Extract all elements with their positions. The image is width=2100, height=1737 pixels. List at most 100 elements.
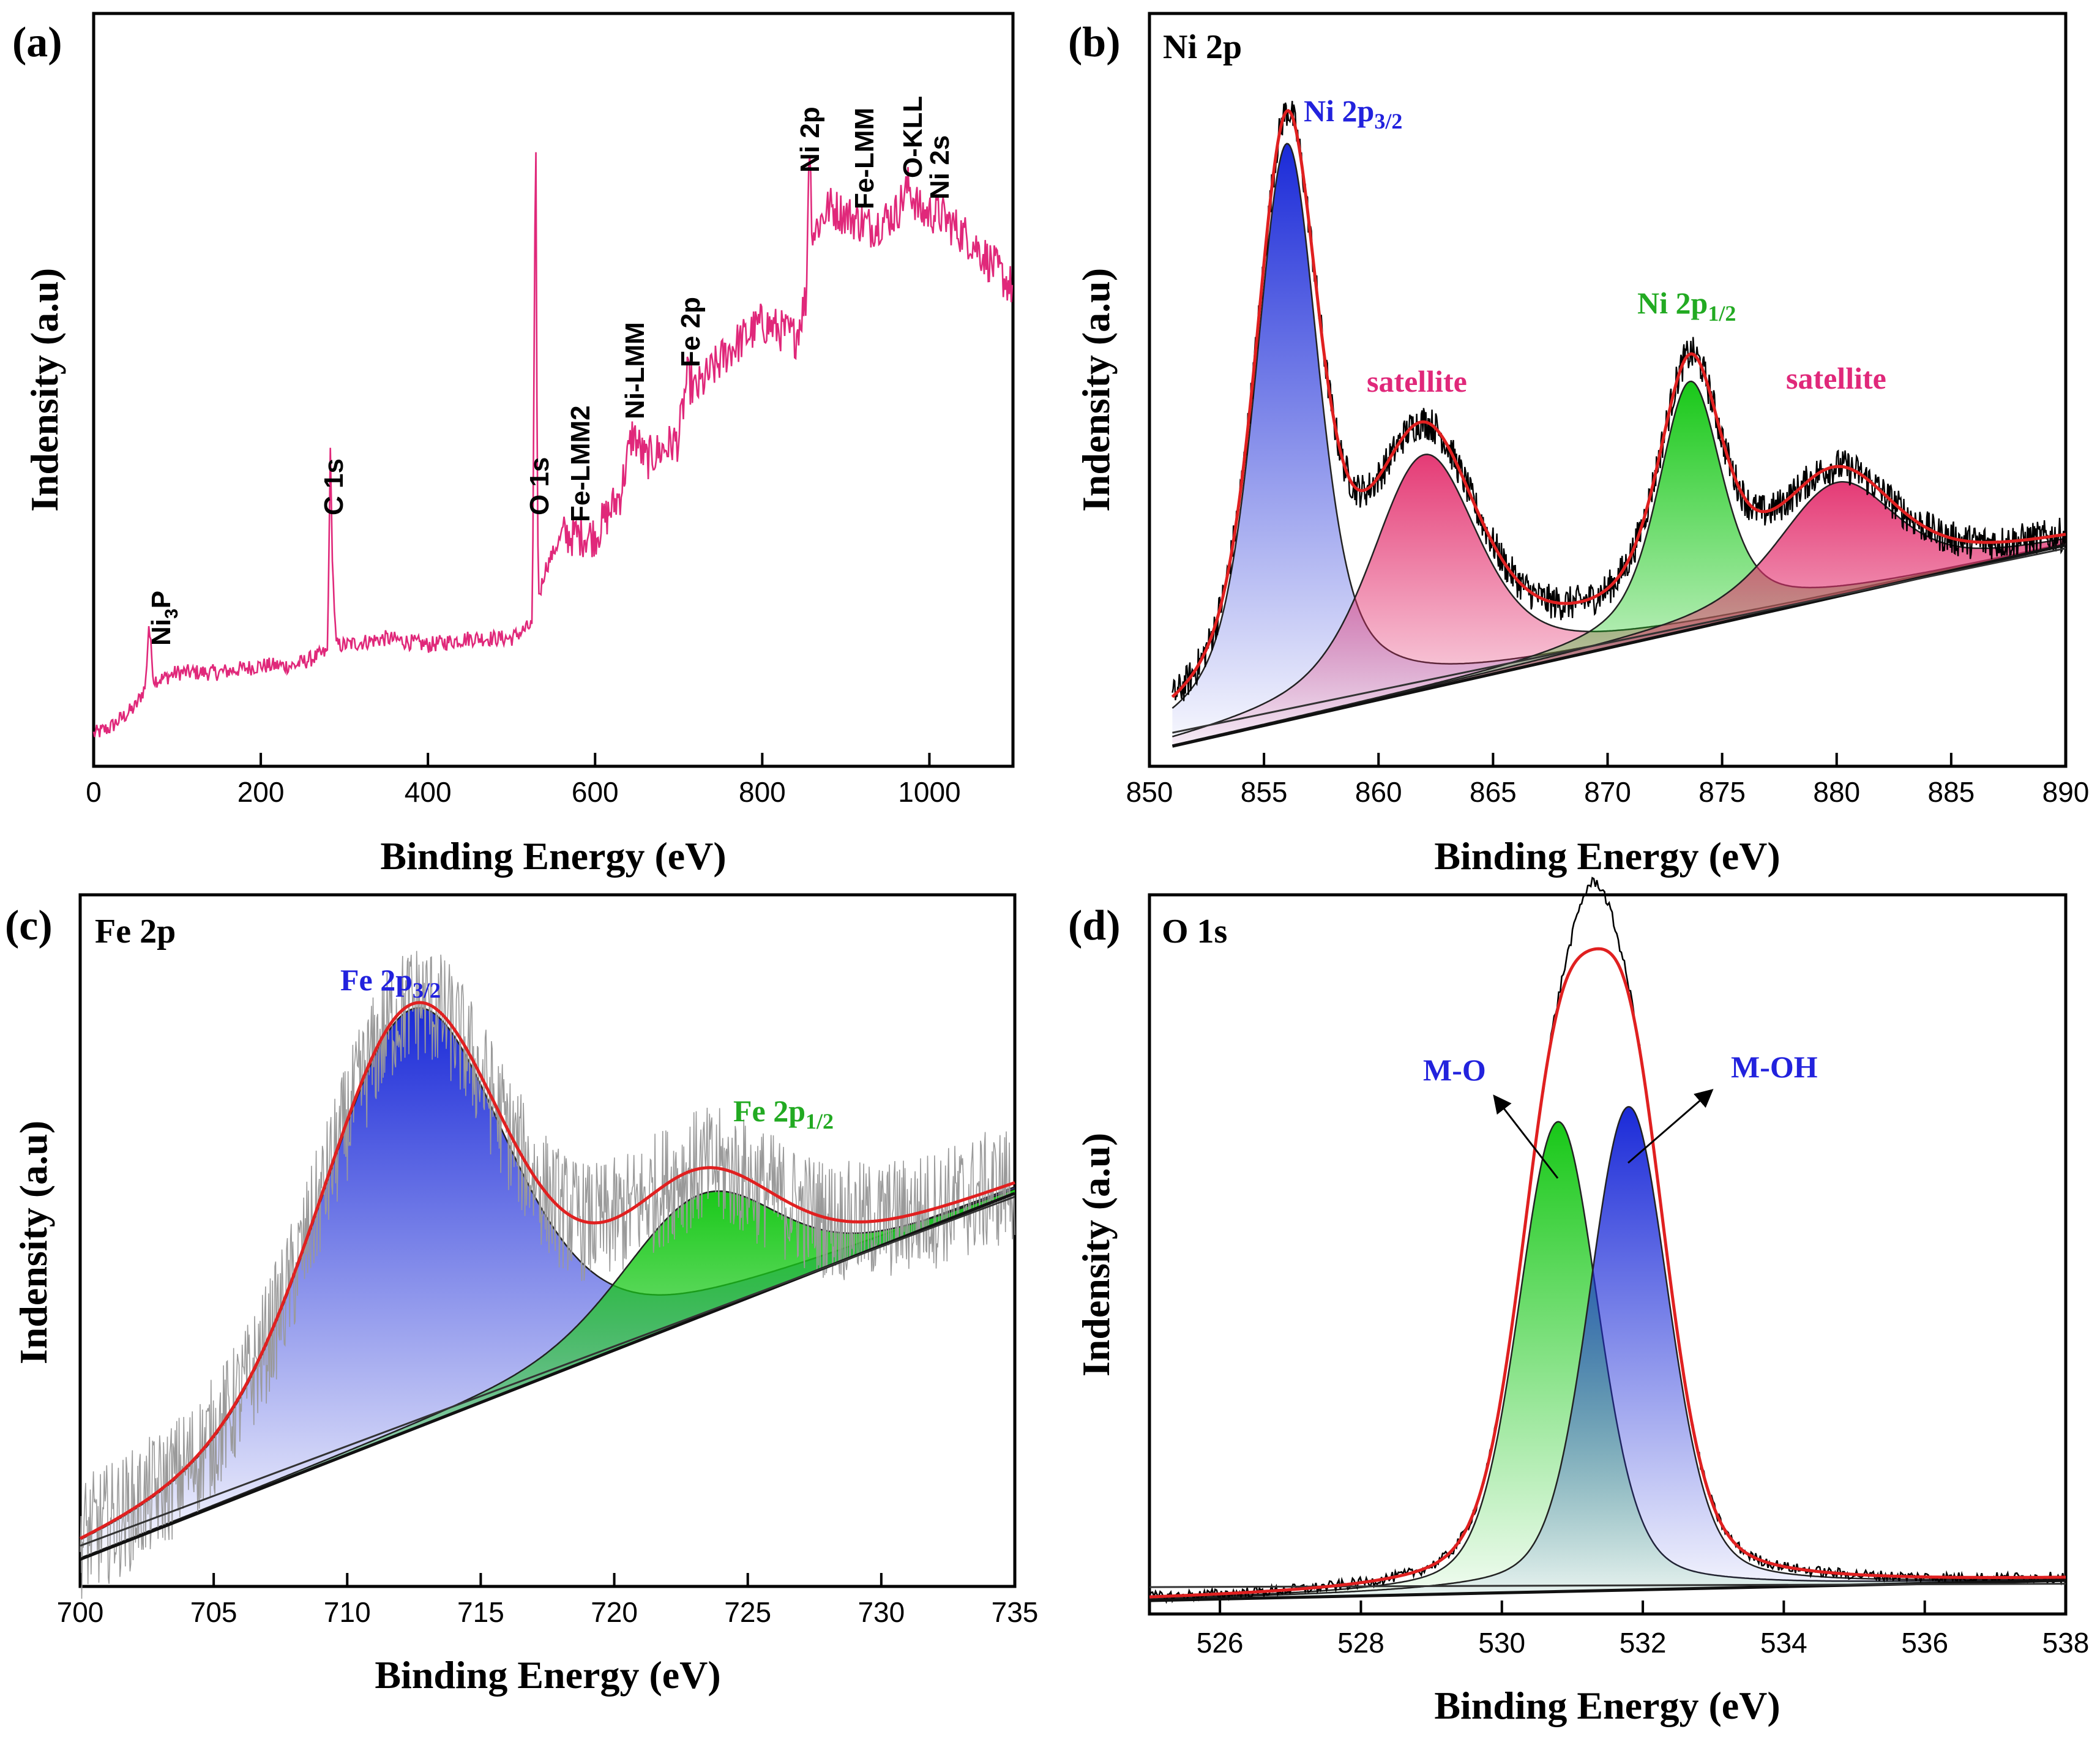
panel-2-tick-label-2: 710: [324, 1596, 371, 1628]
panel-b-ni2p: 850 855 860 865 870 875 880 885 890 (b) Ni 2p Bi…: [1068, 12, 2090, 878]
background-line-2: [80, 1195, 1015, 1547]
panel-a-survey: 0 200 400 600 800 1000 C 1s O 1s Fe-LMM2 Ni-LMM F…: [12, 12, 1015, 878]
annotation-fe2p32-main: Fe 2p: [340, 963, 413, 997]
annotation-fe2p12-main: Fe 2p: [733, 1094, 805, 1128]
component-fill-0: [80, 1007, 1015, 1560]
peak-label-ni-2p: Ni 2p: [795, 106, 825, 173]
panel-1-tick-label-0: 850: [1126, 776, 1173, 808]
panel-0-tick-label-2: 400: [405, 776, 452, 808]
panel-a-frame: [92, 12, 1015, 768]
panel-c-x-ticks: 700 705 710 715 720 725 730 735: [57, 1573, 1039, 1628]
panel-0-tick-label-4: 800: [739, 776, 786, 808]
panel-0-tick-label-3: 600: [572, 776, 619, 808]
annotation-ni2p12-sub: 1/2: [1708, 301, 1736, 326]
panel-0-tick-label-5: 1000: [898, 776, 960, 808]
panel-d-y-axis-title: Indensity (a.u): [1074, 1133, 1118, 1377]
envelope-fit-line: [1171, 109, 2066, 698]
annotation-mo: M-O: [1423, 1053, 1486, 1087]
annotation-fe2p32: Fe 2p3/2: [340, 963, 441, 1003]
panel-3-tick-label-5: 536: [1901, 1627, 1948, 1659]
annotation-ni2p12-main: Ni 2p: [1637, 286, 1708, 320]
panel-b-x-axis-title: Binding Energy (eV): [1434, 834, 1780, 878]
panel-c-title: Fe 2p: [95, 913, 176, 951]
panel-a-label: (a): [12, 19, 62, 66]
component-fill-1: [1172, 454, 2066, 747]
component-fill-3: [1172, 482, 2066, 747]
annotation-fe2p12: Fe 2p1/2: [733, 1094, 834, 1134]
panel-c-plot-area: [79, 951, 1015, 1599]
panel-0-tick-label-1: 200: [237, 776, 285, 808]
panel-2-tick-label-4: 720: [591, 1596, 638, 1628]
raw-data-line: [80, 951, 1015, 1599]
background-line-2: [1172, 547, 2066, 734]
panel-2-tick-label-5: 725: [724, 1596, 771, 1628]
peak-label-c-1s: C 1s: [319, 458, 349, 515]
peak-label-o-kll: O-KLL: [898, 96, 928, 178]
panel-a-x-axis-title: Binding Energy (eV): [380, 834, 726, 878]
panel-b-x-ticks: 850 855 860 865 870 875 880 885 890: [1126, 753, 2090, 808]
panel-d-frame: [1148, 893, 2068, 1616]
panel-a-peak-labels: C 1s O 1s Fe-LMM2 Ni-LMM Fe 2p Ni 2p Fe-LMM O-K…: [319, 96, 955, 522]
peak-label-ni3p-end: P: [146, 591, 176, 608]
panel-c-fe2p: 700 705 710 715 720 725 730 735 (c) Fe 2p Bindi…: [5, 893, 1039, 1697]
annotation-ni2p32: Ni 2p3/2: [1304, 94, 1402, 133]
annotation-ni2p32-sub: 3/2: [1374, 109, 1402, 133]
survey-line: [92, 152, 1014, 738]
panel-1-tick-label-8: 890: [2042, 776, 2090, 808]
panel-d-x-axis-title: Binding Energy (eV): [1434, 1684, 1780, 1727]
panel-3-tick-label-1: 528: [1337, 1627, 1384, 1659]
panel-1-tick-label-6: 880: [1813, 776, 1860, 808]
panel-c-label: (c): [5, 902, 53, 949]
peak-label-fe-lmm2: Fe-LMM2: [566, 405, 596, 522]
panel-b-y-axis-title: Indensity (a.u): [1074, 268, 1118, 512]
peak-label-ni3p: Ni3P: [146, 591, 182, 646]
panel-2-tick-label-0: 700: [57, 1596, 104, 1628]
panel-d-o1s: 526 528 530 532 534 536 538 (d) O 1s Binding E…: [1068, 876, 2090, 1727]
panel-1-tick-label-2: 860: [1355, 776, 1402, 808]
peak-label-o-1s: O 1s: [525, 457, 555, 515]
background-line-2: [1149, 1583, 2066, 1588]
panel-a-y-axis-title: Indensity (a.u): [23, 268, 66, 512]
annotation-satellite-2: satellite: [1786, 361, 1886, 395]
envelope-fit-line: [79, 1001, 1015, 1540]
annotation-ni2p32-main: Ni 2p: [1304, 94, 1374, 128]
panel-2-tick-label-7: 735: [992, 1596, 1039, 1628]
panel-0-tick-label-0: 0: [86, 776, 102, 808]
panel-3-tick-label-2: 530: [1478, 1627, 1525, 1659]
panel-d-label: (d): [1068, 902, 1121, 949]
panel-d-plot-area: [1148, 876, 2067, 1604]
panel-d-title: O 1s: [1162, 913, 1227, 951]
panel-1-tick-label-5: 875: [1698, 776, 1746, 808]
panel-a-plot-area: [92, 152, 1014, 738]
annotation-fe2p12-sub: 1/2: [805, 1109, 834, 1134]
arrow-mo: [1493, 1094, 1559, 1179]
annotation-fe2p32-sub: 3/2: [413, 978, 441, 1003]
panel-c-x-axis-title: Binding Energy (eV): [375, 1653, 720, 1697]
panel-3-tick-label-6: 538: [2042, 1627, 2090, 1659]
annotation-satellite-1: satellite: [1367, 364, 1467, 398]
arrow-moh: [1627, 1089, 1714, 1164]
panel-3-tick-label-4: 534: [1760, 1627, 1807, 1659]
panel-b-title: Ni 2p: [1163, 28, 1242, 66]
panel-b-label: (b): [1068, 19, 1121, 66]
panel-c-y-axis-title: Indensity (a.u): [12, 1121, 55, 1364]
panel-2-tick-label-6: 730: [858, 1596, 905, 1628]
annotation-ni2p12: Ni 2p1/2: [1637, 286, 1736, 326]
panel-2-tick-label-3: 715: [457, 1596, 504, 1628]
panel-1-tick-label-7: 885: [1928, 776, 1975, 808]
peak-label-fe-2p: Fe 2p: [676, 297, 706, 367]
envelope-fit-line: [1149, 947, 2066, 1599]
panel-2-tick-label-1: 705: [190, 1596, 237, 1628]
component-fill-0: [1172, 143, 2066, 747]
panel-3-tick-label-3: 532: [1620, 1627, 1667, 1659]
peak-label-ni-2s: Ni 2s: [925, 135, 955, 200]
panel-d-x-ticks: 526 528 530 532 534 536 538: [1197, 1601, 2090, 1659]
annotation-moh: M-OH: [1731, 1050, 1818, 1084]
peak-label-fe-lmm: Fe-LMM: [850, 108, 880, 209]
peak-label-ni3p-main: Ni: [146, 619, 176, 646]
panel-a-x-ticks: 0 200 400 600 800 1000: [86, 753, 961, 808]
component-line-1: [1149, 1106, 2066, 1600]
panel-1-tick-label-1: 855: [1241, 776, 1288, 808]
panel-b-plot-area: [1171, 100, 2067, 748]
panel-1-tick-label-4: 870: [1584, 776, 1631, 808]
